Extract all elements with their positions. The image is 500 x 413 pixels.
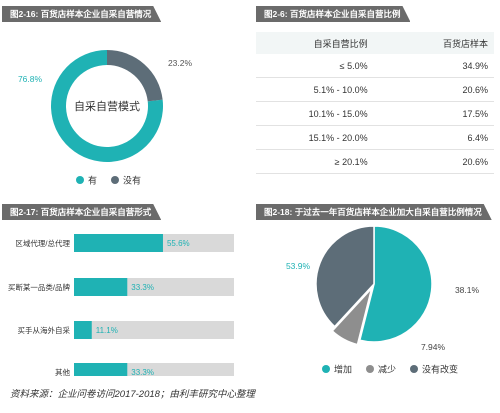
data-label: 38.1% (455, 285, 480, 295)
legend-label: 没有 (123, 175, 141, 186)
table-header-row: 自采自营比例 百货店样本 (256, 32, 494, 54)
bar (74, 321, 92, 339)
panel-self-operation-forms-bar: 图2-17: 百货店样本企业自采自营形式 区域代理/总代理 55.6% 买断某一品类… (2, 204, 242, 376)
category-label: 买手从海外自采 (18, 325, 71, 335)
legend-marker (366, 365, 374, 373)
table-row: 5.1% - 10.0% 20.6% (256, 77, 494, 102)
chart-title: 图2-17: 百货店样本企业自采自营形式 (2, 204, 161, 220)
panel-ratio-change-pie: 图2-18: 于过去一年百货店样本企业加大自采自营比例情况 53.9% 7.94%… (256, 204, 496, 376)
table-row: ≥ 20.1% 20.6% (256, 149, 494, 174)
data-label: 7.94% (421, 342, 446, 352)
table-cell: ≥ 20.1% (256, 149, 418, 174)
bar (74, 234, 163, 252)
chart-title: 图2-18: 于过去一年百货店样本企业加大自采自营比例情况 (256, 204, 492, 220)
panel-self-operation-donut: 图2-16: 百货店样本企业自采自营情况 自采自营模式 76.8% 23.2% 有 没有 (2, 6, 242, 192)
data-label: 53.9% (286, 261, 311, 271)
data-label: 33.3% (131, 283, 154, 292)
pie-chart: 53.9% 7.94% 38.1% 增加 减少 没有改变 (286, 225, 480, 375)
bar-chart: 区域代理/总代理 55.6% 买断某一品类/品牌 33.3% 买手从海外自采 11.1% 其… (8, 234, 234, 376)
table-cell: 17.5% (417, 101, 494, 126)
legend-marker (410, 365, 418, 373)
data-label: 55.6% (167, 239, 190, 248)
table-row: ≤ 5.0% 34.9% (256, 54, 494, 78)
chart-title: 图2-6: 百货店样本企业自采自营比例 (256, 6, 410, 22)
bar (74, 278, 128, 296)
column-header: 自采自营比例 (313, 38, 368, 49)
legend-label: 有 (88, 175, 97, 186)
bar (74, 363, 128, 376)
table-cell: 34.9% (417, 54, 494, 78)
donut-center-label: 自采自营模式 (74, 99, 140, 113)
table-cell: 20.6% (417, 77, 494, 102)
table-cell: 10.1% - 15.0% (256, 101, 418, 126)
category-label: 其他 (55, 367, 70, 376)
pie-slice (331, 287, 373, 346)
legend-marker (111, 176, 119, 184)
ratio-table: 自采自营比例 百货店样本 ≤ 5.0% 34.9% 5.1% - 10.0% 20.… (256, 32, 494, 174)
legend-marker (76, 176, 84, 184)
pie-slice (358, 225, 433, 343)
category-label: 区域代理/总代理 (15, 238, 70, 248)
donut-chart: 自采自营模式 76.8% 23.2% 有 没有 (18, 50, 193, 186)
table-row: 10.1% - 15.0% 17.5% (256, 101, 494, 126)
legend-label: 没有改变 (422, 364, 458, 375)
source-note: 资料来源：企业问卷访问2017-2018；由利丰研究中心整理 (10, 389, 255, 400)
table-cell: 6.4% (417, 125, 494, 150)
legend-marker (322, 365, 330, 373)
data-label: 33.3% (131, 368, 154, 376)
table-cell: 5.1% - 10.0% (256, 77, 418, 102)
table-cell: 20.6% (417, 149, 494, 174)
table-row: 15.1% - 20.0% 6.4% (256, 125, 494, 150)
data-label: 23.2% (168, 58, 193, 68)
panel-self-operation-ratio-table: 图2-6: 百货店样本企业自采自营比例 自采自营比例 百货店样本 ≤ 5.0% 3… (256, 6, 496, 176)
bar-track (74, 321, 234, 339)
table-cell: 15.1% - 20.0% (256, 125, 418, 150)
chart-title: 图2-16: 百货店样本企业自采自营情况 (2, 6, 161, 22)
data-label: 11.1% (96, 326, 118, 335)
legend-label: 减少 (378, 364, 396, 375)
legend-label: 增加 (334, 364, 352, 375)
table-cell: ≤ 5.0% (256, 54, 418, 78)
data-label: 76.8% (18, 74, 43, 84)
category-label: 买断某一品类/品牌 (8, 282, 71, 292)
column-header: 百货店样本 (442, 38, 488, 49)
pie-slice (315, 225, 375, 328)
donut-slice (107, 50, 163, 102)
